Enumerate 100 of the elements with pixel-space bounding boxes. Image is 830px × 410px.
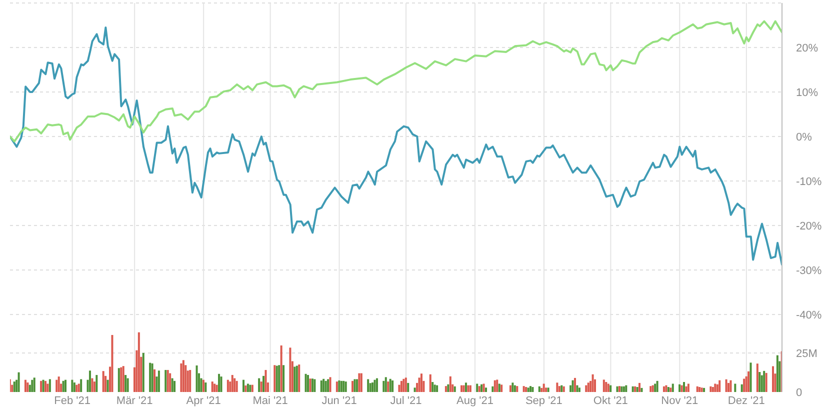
- bar: [398, 384, 400, 392]
- bar: [532, 387, 534, 392]
- bar: [204, 382, 207, 392]
- bar: [120, 367, 122, 392]
- bar: [743, 378, 746, 392]
- bar: [171, 378, 174, 392]
- bar: [496, 380, 498, 392]
- bar: [420, 374, 422, 392]
- bar: [64, 380, 67, 392]
- bar: [384, 377, 387, 392]
- line-series: [10, 26, 782, 266]
- bar: [88, 370, 91, 392]
- bar: [572, 380, 574, 392]
- x-tick-label: Dez '21: [728, 394, 765, 407]
- bar: [216, 384, 218, 392]
- bar: [314, 379, 316, 392]
- bar: [429, 374, 432, 392]
- bar: [638, 382, 640, 392]
- bar: [418, 378, 420, 392]
- bar: [367, 379, 370, 392]
- bar: [464, 382, 467, 392]
- bar: [662, 386, 665, 392]
- bar: [444, 386, 447, 392]
- bar: [685, 386, 688, 392]
- bar: [169, 373, 172, 392]
- bar: [71, 380, 74, 392]
- bar: [462, 385, 465, 392]
- bar: [700, 388, 703, 392]
- bar: [748, 371, 750, 392]
- bar: [605, 382, 608, 392]
- bar: [607, 384, 610, 392]
- bar: [18, 372, 20, 392]
- bar: [124, 374, 127, 392]
- bar: [338, 380, 340, 392]
- bar: [574, 378, 576, 392]
- bar: [478, 386, 480, 392]
- bar: [622, 386, 625, 392]
- bar: [196, 365, 198, 392]
- bar: [360, 373, 362, 392]
- bar: [73, 382, 76, 392]
- bar: [516, 386, 518, 392]
- bar: [542, 384, 545, 392]
- bar: [469, 385, 472, 392]
- bar: [436, 385, 438, 392]
- x-tick-label: Nov '21: [661, 394, 698, 407]
- bar: [122, 366, 124, 392]
- bar: [407, 382, 410, 392]
- bar: [434, 384, 436, 392]
- bar: [307, 374, 310, 392]
- bar: [174, 380, 176, 392]
- bar: [151, 363, 154, 392]
- bar: [189, 370, 192, 392]
- bar: [220, 376, 222, 392]
- bar: [154, 369, 156, 392]
- bar: [278, 365, 280, 392]
- bar: [236, 380, 238, 392]
- x-tick-label: Mär '21: [116, 394, 153, 407]
- bar: [556, 382, 558, 392]
- bar: [522, 386, 525, 392]
- bar: [725, 379, 728, 392]
- bar: [356, 379, 358, 392]
- bar: [96, 374, 98, 392]
- bar: [467, 385, 470, 392]
- bar: [402, 378, 405, 392]
- bar: [512, 382, 514, 392]
- bar: [414, 388, 416, 392]
- bar: [760, 375, 763, 392]
- bar: [650, 386, 652, 392]
- bar: [714, 384, 716, 392]
- bar: [776, 355, 778, 392]
- bar: [374, 380, 376, 392]
- bar: [126, 378, 129, 392]
- bar: [26, 382, 29, 392]
- bar: [111, 334, 114, 392]
- bar: [320, 380, 322, 392]
- bar: [592, 374, 594, 392]
- x-tick-label: Aug '21: [456, 394, 494, 407]
- bar: [324, 380, 327, 392]
- bar: [382, 380, 385, 392]
- bar: [602, 380, 605, 392]
- bar: [652, 385, 654, 392]
- x-tick-label: Jul '21: [390, 394, 422, 407]
- bar: [538, 386, 540, 392]
- bar: [400, 380, 402, 392]
- bar: [260, 382, 262, 392]
- bar: [432, 382, 434, 392]
- y-tick-label: -30%: [796, 265, 822, 278]
- bar: [226, 380, 229, 392]
- bar: [56, 380, 58, 392]
- bar: [106, 380, 109, 392]
- bar: [214, 384, 216, 392]
- bar: [687, 384, 690, 392]
- y-tick-label: 20%: [796, 42, 818, 55]
- bar: [344, 382, 347, 392]
- bar: [358, 373, 360, 392]
- bar: [514, 385, 516, 392]
- bar: [102, 371, 104, 392]
- bar: [180, 363, 182, 392]
- bar: [91, 378, 94, 392]
- y-tick-label: 0%: [796, 132, 812, 144]
